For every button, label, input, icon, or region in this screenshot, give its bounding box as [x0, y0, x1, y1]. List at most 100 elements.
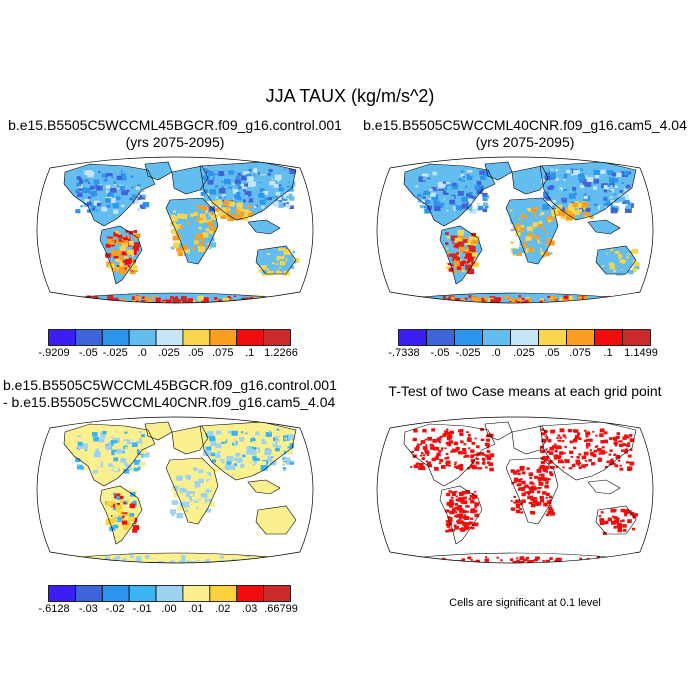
grid-cell [89, 303, 92, 305]
grid-cell [628, 461, 631, 464]
grid-cell [268, 196, 273, 201]
grid-cell [124, 439, 131, 444]
grid-cell [557, 557, 562, 561]
grid-cell [468, 433, 471, 437]
grid-cell [536, 229, 543, 235]
grid-cell [466, 175, 473, 181]
grid-cell [220, 462, 227, 469]
grid-cell [208, 170, 215, 176]
grid-cell [137, 207, 141, 212]
grid-cell [452, 508, 456, 511]
grid-cell [597, 561, 601, 563]
grid-cell [548, 506, 553, 511]
grid-cell [583, 212, 590, 217]
grid-cell [532, 222, 538, 227]
grid-cell [575, 202, 583, 208]
grid-cell [124, 431, 128, 434]
grid-cell [75, 179, 79, 182]
grid-cell [175, 555, 182, 561]
grid-cell [225, 438, 229, 441]
grid-cell [540, 499, 545, 503]
grid-cell [149, 558, 155, 563]
colorbar-swatch [622, 329, 651, 346]
grid-cell [120, 170, 123, 172]
grid-cell [466, 173, 470, 176]
grid-cell [616, 525, 619, 528]
grid-cell [234, 214, 238, 217]
grid-cell [120, 298, 126, 303]
colorbar-swatch [128, 585, 157, 602]
grid-cell [123, 240, 128, 244]
grid-cell [453, 524, 457, 527]
grid-cell [237, 186, 242, 190]
grid-cell [127, 562, 132, 563]
grid-cell [273, 437, 278, 442]
grid-cell [197, 295, 204, 301]
grid-cell [203, 484, 207, 488]
grid-cell [82, 559, 90, 563]
grid-cell [486, 438, 491, 442]
grid-cell [564, 459, 570, 464]
grid-cell [214, 297, 218, 300]
grid-cell [500, 559, 503, 562]
grid-cell [541, 178, 547, 184]
grid-cell [84, 434, 89, 437]
grid-cell [572, 186, 577, 191]
grid-cell [542, 560, 545, 563]
grid-cell [540, 460, 545, 465]
grid-cell [142, 190, 145, 193]
grid-cell [511, 303, 517, 308]
grid-cell [466, 198, 473, 204]
grid-cell [445, 509, 450, 513]
grid-cell [280, 169, 284, 172]
grid-cell [171, 488, 176, 492]
colorbar-swatch [48, 329, 76, 346]
grid-cell [286, 195, 290, 199]
grid-cell [256, 449, 259, 452]
grid-cell [119, 269, 126, 275]
grid-cell [467, 490, 470, 493]
grid-cell [470, 517, 474, 520]
grid-cell [288, 196, 295, 201]
grid-cell [549, 513, 552, 516]
grid-cell [558, 439, 562, 442]
grid-cell [244, 194, 249, 198]
grid-cell [117, 234, 123, 239]
grid-cell [446, 209, 449, 212]
grid-cell [618, 443, 624, 448]
grid-cell [272, 262, 275, 265]
grid-cell [516, 559, 520, 563]
grid-cell [82, 300, 86, 303]
grid-cell [452, 491, 457, 495]
grid-cell [244, 183, 248, 187]
grid-cell [484, 558, 489, 562]
grid-cell [470, 561, 474, 563]
grid-cell [108, 524, 112, 527]
grid-cell [599, 518, 605, 522]
grid-cell [604, 465, 608, 469]
grid-cell [132, 246, 139, 252]
grid-cell [629, 202, 632, 205]
grid-cell [213, 305, 219, 310]
grid-cell [546, 480, 549, 483]
grid-cell [509, 558, 514, 562]
grid-cell [249, 458, 254, 463]
grid-cell [82, 300, 86, 303]
grid-cell [533, 206, 539, 211]
grid-cell [519, 305, 524, 309]
grid-cell [461, 490, 467, 495]
grid-cell [494, 303, 500, 308]
grid-cell [464, 454, 469, 458]
grid-cell [213, 169, 219, 173]
grid-cell [549, 508, 554, 513]
grid-cell [201, 175, 207, 180]
grid-cell [113, 209, 119, 214]
grid-cell [563, 196, 567, 199]
grid-cell [410, 466, 413, 468]
grid-cell [570, 455, 573, 458]
grid-cell [615, 454, 621, 459]
grid-cell [264, 197, 268, 201]
grid-cell [221, 199, 224, 202]
grid-cell [93, 561, 98, 563]
grid-cell [116, 448, 123, 454]
